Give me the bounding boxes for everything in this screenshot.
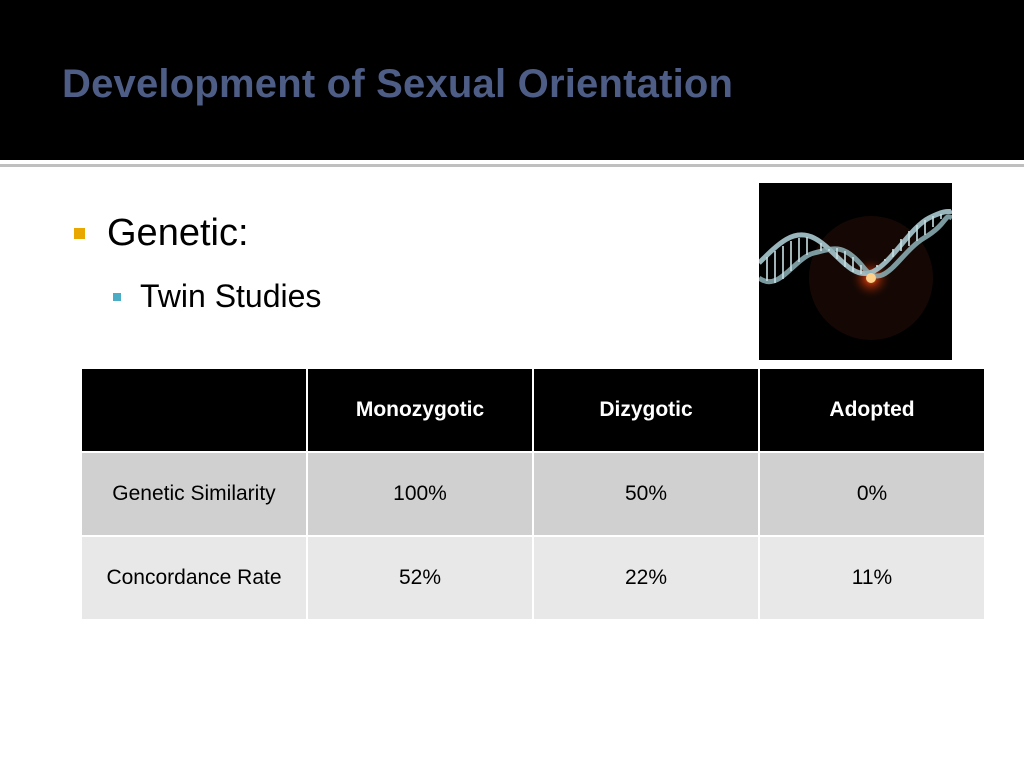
table-row: Concordance Rate 52% 22% 11% — [80, 535, 986, 621]
table-cell: 52% — [306, 535, 534, 621]
header-cell-monozygotic: Monozygotic — [306, 367, 534, 453]
bullet-text: Genetic: — [107, 212, 249, 254]
header-cell-adopted: Adopted — [758, 367, 986, 453]
header-cell-dizygotic: Dizygotic — [532, 367, 760, 453]
table-cell: 11% — [758, 535, 986, 621]
twin-studies-table: Monozygotic Dizygotic Adopted Genetic Si… — [80, 367, 986, 621]
row-label: Concordance Rate — [80, 535, 308, 621]
header-cell-empty — [80, 367, 308, 453]
table-cell: 50% — [532, 451, 760, 537]
table-cell: 100% — [306, 451, 534, 537]
slide-title: Development of Sexual Orientation — [62, 62, 734, 106]
title-divider — [0, 164, 1024, 167]
row-label: Genetic Similarity — [80, 451, 308, 537]
sub-bullet-text: Twin Studies — [140, 278, 322, 314]
table-header-row: Monozygotic Dizygotic Adopted — [80, 367, 986, 453]
table-cell: 22% — [532, 535, 760, 621]
table-cell: 0% — [758, 451, 986, 537]
bullet-square-icon — [74, 228, 85, 239]
title-bar — [0, 0, 1024, 160]
sub-bullet-square-icon — [113, 292, 121, 301]
bullet-genetic: Genetic: — [74, 212, 249, 255]
bullet-twin-studies: Twin Studies — [113, 278, 321, 315]
table-row: Genetic Similarity 100% 50% 0% — [80, 451, 986, 537]
dna-helix-icon — [759, 183, 952, 360]
